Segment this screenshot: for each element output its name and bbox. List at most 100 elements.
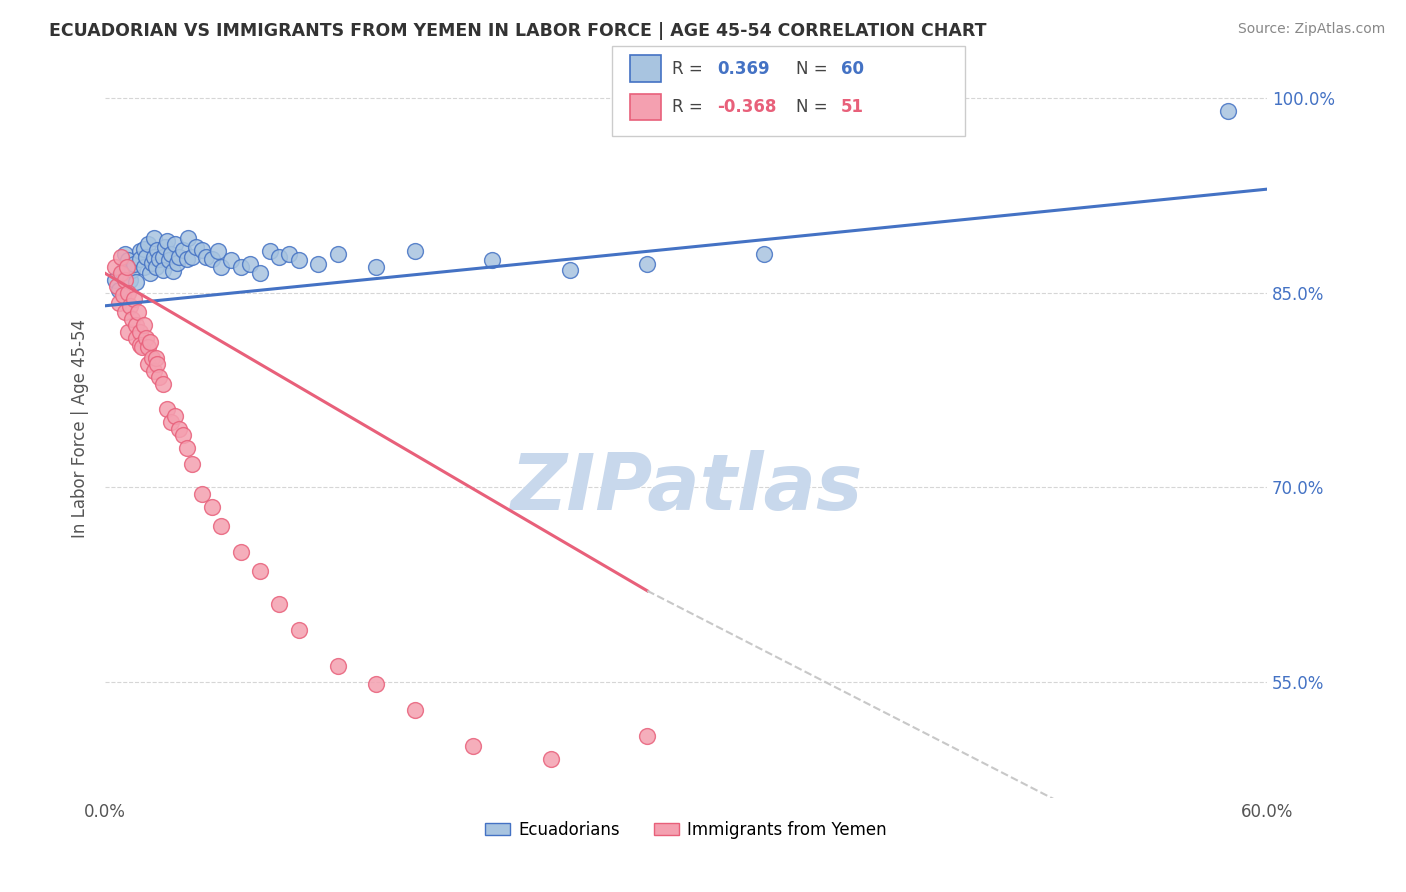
Point: [117, 285, 139, 300]
Point: [177, 231, 200, 245]
Point: [146, 243, 169, 257]
Point: [209, 260, 232, 274]
Point: [404, 244, 426, 259]
Point: [125, 276, 148, 290]
Point: [141, 351, 163, 365]
Point: [129, 325, 152, 339]
Point: [136, 236, 159, 251]
Point: [269, 250, 291, 264]
Point: [136, 340, 159, 354]
Point: [167, 422, 190, 436]
Point: [166, 256, 188, 270]
Point: [636, 257, 658, 271]
Point: [249, 266, 271, 280]
Point: [191, 486, 214, 500]
Point: [121, 311, 143, 326]
Point: [366, 260, 388, 274]
Point: [278, 247, 301, 261]
Point: [114, 305, 136, 319]
Text: ZIPatlas: ZIPatlas: [510, 450, 862, 526]
Point: [115, 260, 138, 274]
Point: [269, 597, 291, 611]
Point: [131, 340, 153, 354]
Point: [172, 428, 194, 442]
Point: [156, 234, 179, 248]
Point: [105, 279, 128, 293]
Point: [110, 250, 132, 264]
Point: [404, 703, 426, 717]
Point: [129, 244, 152, 259]
Point: [239, 257, 262, 271]
Point: [120, 299, 142, 313]
Point: [107, 283, 129, 297]
Y-axis label: In Labor Force | Age 45-54: In Labor Force | Age 45-54: [72, 319, 89, 539]
Point: [139, 334, 162, 349]
Legend: Ecuadorians, Immigrants from Yemen: Ecuadorians, Immigrants from Yemen: [479, 814, 893, 846]
Point: [366, 677, 388, 691]
Text: R =: R =: [672, 60, 709, 78]
Point: [142, 363, 165, 377]
Point: [135, 250, 157, 264]
Point: [558, 262, 581, 277]
Point: [481, 253, 503, 268]
Point: [107, 296, 129, 310]
Point: [104, 273, 127, 287]
Point: [145, 260, 167, 274]
Point: [160, 416, 183, 430]
Point: [219, 253, 242, 268]
Point: [461, 739, 484, 754]
Point: [163, 409, 186, 423]
Text: -0.368: -0.368: [717, 98, 776, 116]
Point: [152, 250, 174, 264]
Point: [129, 337, 152, 351]
Point: [249, 565, 271, 579]
Point: [148, 252, 170, 267]
Text: 0.369: 0.369: [717, 60, 769, 78]
Point: [145, 351, 167, 365]
Point: [117, 325, 139, 339]
Point: [152, 262, 174, 277]
Point: [142, 250, 165, 264]
Point: [259, 244, 281, 259]
Text: Source: ZipAtlas.com: Source: ZipAtlas.com: [1237, 22, 1385, 37]
Point: [122, 257, 145, 271]
Point: [132, 260, 155, 274]
Point: [194, 250, 217, 264]
Text: R =: R =: [672, 98, 709, 116]
Point: [111, 266, 134, 280]
Point: [135, 331, 157, 345]
Point: [326, 659, 349, 673]
Point: [132, 242, 155, 256]
Point: [540, 752, 562, 766]
Text: N =: N =: [796, 60, 832, 78]
Point: [181, 457, 204, 471]
Point: [181, 250, 204, 264]
Point: [207, 244, 229, 259]
Point: [125, 318, 148, 333]
Point: [157, 253, 180, 268]
Point: [176, 252, 198, 267]
Point: [167, 250, 190, 264]
Point: [141, 256, 163, 270]
Point: [155, 240, 177, 254]
Point: [139, 266, 162, 280]
Point: [152, 376, 174, 391]
Text: 51: 51: [841, 98, 863, 116]
Point: [117, 253, 139, 268]
Point: [148, 370, 170, 384]
Point: [132, 318, 155, 333]
Point: [114, 273, 136, 287]
Point: [127, 305, 149, 319]
Text: N =: N =: [796, 98, 832, 116]
Point: [201, 500, 224, 514]
Point: [125, 331, 148, 345]
Point: [114, 260, 136, 274]
Text: 60: 60: [841, 60, 863, 78]
Point: [110, 266, 132, 280]
Point: [229, 260, 252, 274]
Point: [176, 442, 198, 456]
Point: [160, 247, 183, 261]
Point: [636, 729, 658, 743]
Point: [163, 236, 186, 251]
Point: [1218, 104, 1240, 119]
